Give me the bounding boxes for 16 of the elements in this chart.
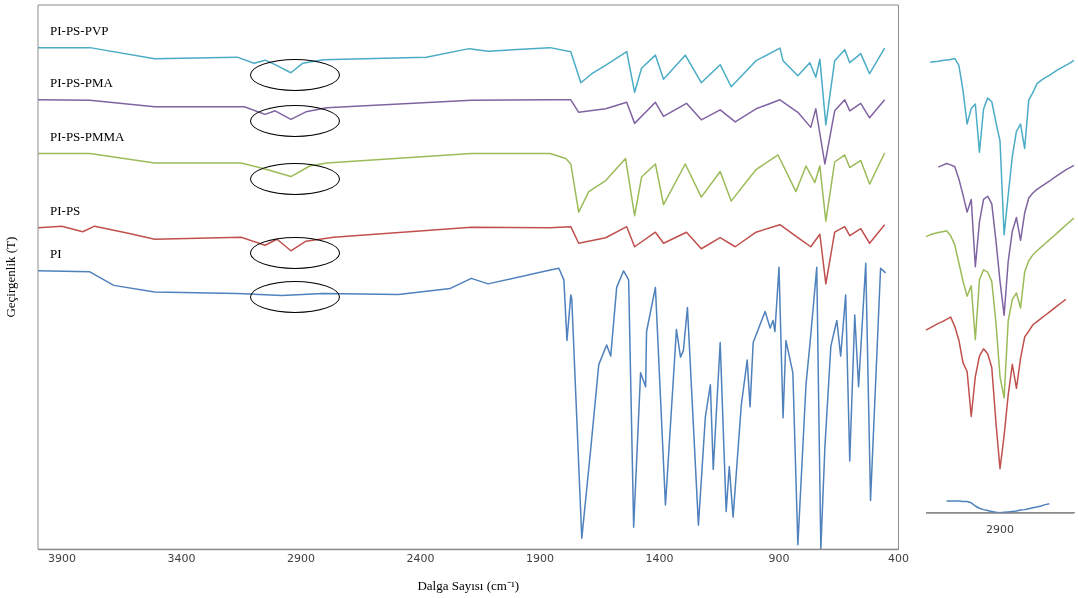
text: 2900	[986, 523, 1014, 537]
series-label: PI	[50, 246, 62, 262]
series-label: PI-PS-PVP	[50, 23, 109, 39]
x-tick-label: 900	[768, 551, 790, 565]
x-tick-label: 400	[888, 551, 909, 565]
x-tick-label: 1400	[645, 551, 674, 565]
y-axis-title: Geçirgenlik (T)	[3, 236, 19, 318]
x-tick-label: 3400	[167, 551, 196, 565]
x-tick-label: 1900	[525, 551, 554, 565]
x-tick-label: 2900	[286, 551, 315, 565]
series-label: PI-PS-PMMA	[50, 128, 126, 144]
series-label: PI-PS	[50, 203, 81, 219]
series-label: PI-PS-PMA	[50, 75, 114, 91]
x-tick-label: 3900	[47, 551, 76, 565]
x-tick-label: 2400	[406, 551, 435, 565]
x-axis-title: Dalga Sayısı (cm⁻¹)	[417, 577, 520, 593]
